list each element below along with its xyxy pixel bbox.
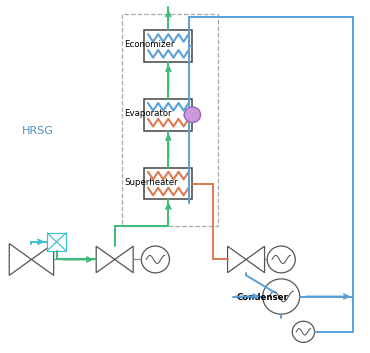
Text: HRSG: HRSG [22,126,54,136]
Bar [144,168,192,199]
Bar [144,99,192,131]
Bar [122,14,218,226]
Polygon shape [115,246,133,273]
Circle shape [263,279,300,314]
Circle shape [267,246,295,273]
Circle shape [141,246,169,273]
Polygon shape [31,244,54,275]
Circle shape [292,321,314,342]
Polygon shape [96,246,115,273]
Text: Superheater: Superheater [124,178,178,187]
Text: Condenser: Condenser [237,293,289,302]
Polygon shape [246,246,265,273]
Text: Evaporator: Evaporator [124,109,171,118]
Polygon shape [228,246,246,273]
Text: Economizer: Economizer [124,40,174,49]
Circle shape [184,107,201,122]
Bar [47,233,66,251]
Bar [144,30,192,62]
Polygon shape [9,244,31,275]
